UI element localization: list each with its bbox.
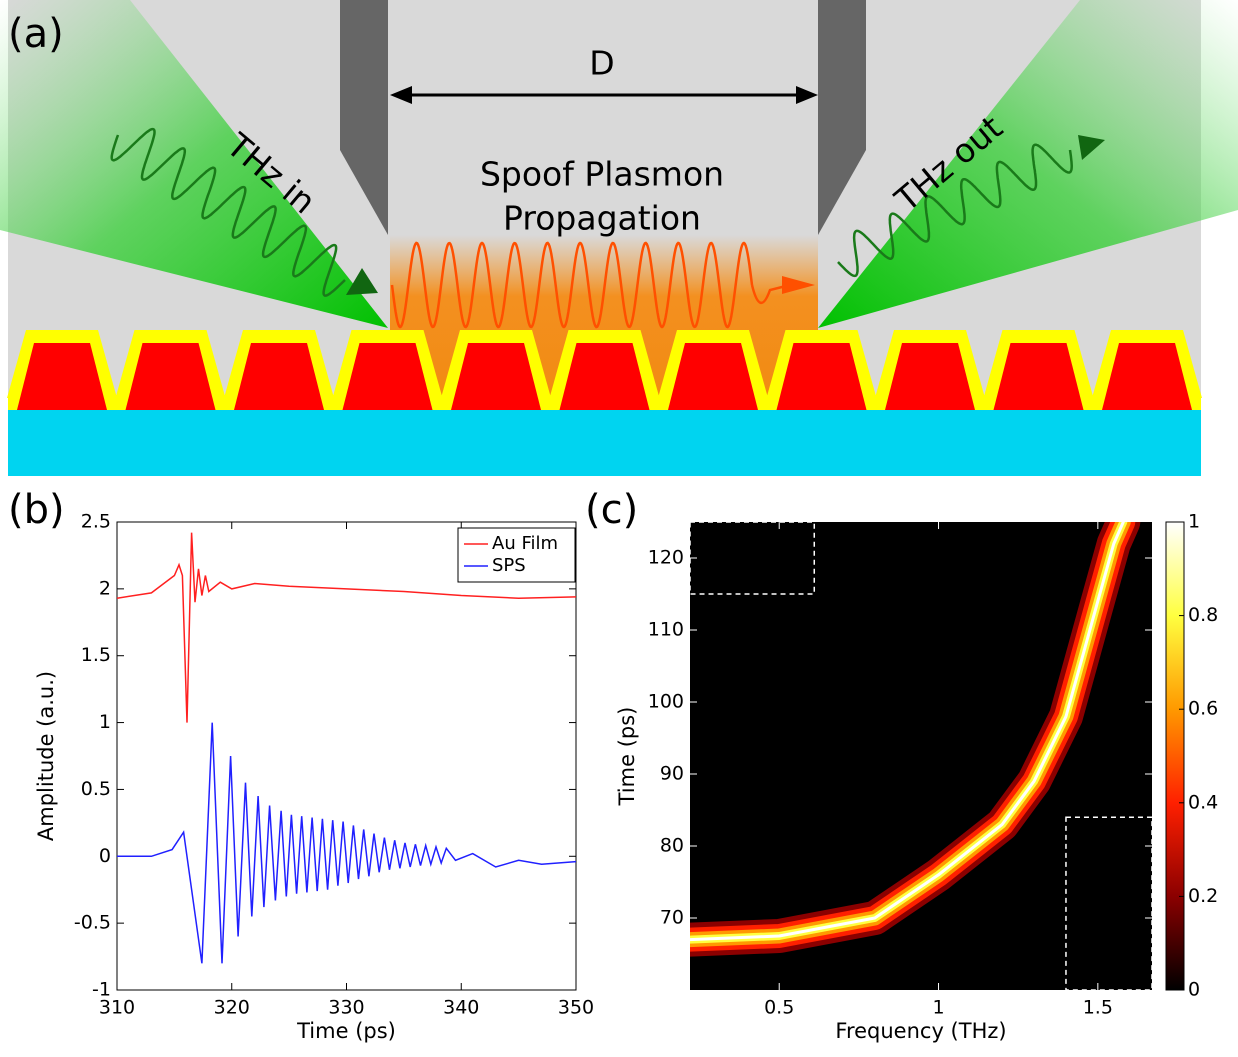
y-tick-label: 0 — [99, 845, 111, 867]
colorbar-tick-label: 0.6 — [1188, 698, 1218, 720]
y-tick-label: 80 — [660, 835, 684, 857]
caption: Propagation — [503, 199, 701, 238]
colorbar — [1166, 522, 1184, 990]
schematic: (a) D Spoof Plasmon Propagation THz in T… — [0, 0, 1238, 476]
plot-area — [117, 522, 576, 990]
panel-label: (b) — [8, 487, 65, 533]
y-axis-title: Time (ps) — [615, 707, 639, 807]
substrate — [8, 410, 1201, 476]
panel-label: (a) — [8, 11, 64, 57]
y-tick-label: 90 — [660, 763, 684, 785]
x-tick-label: 340 — [443, 997, 479, 1019]
y-tick-label: 110 — [648, 619, 684, 641]
colorbar-tick-label: 0.2 — [1188, 885, 1218, 907]
y-tick-label: 1 — [99, 711, 111, 733]
y-tick-label: -0.5 — [74, 912, 111, 934]
colorbar-tick-label: 0 — [1188, 979, 1200, 1001]
y-tick-label: 120 — [648, 547, 684, 569]
y-axis-title: Amplitude (a.u.) — [34, 671, 58, 841]
x-tick-label: 1 — [932, 997, 944, 1019]
y-tick-label: 100 — [648, 691, 684, 713]
x-tick-label: 0.5 — [764, 997, 794, 1019]
colorbar-tick-label: 1 — [1188, 511, 1200, 533]
y-tick-label: 2 — [99, 577, 111, 599]
y-tick-label: 1.5 — [81, 644, 111, 666]
colorbar-tick-label: 0.8 — [1188, 604, 1218, 626]
x-tick-label: 1.5 — [1083, 997, 1113, 1019]
x-tick-label: 330 — [328, 997, 364, 1019]
x-axis-title: Time (ps) — [296, 1019, 396, 1043]
colorbar-tick-label: 0.4 — [1188, 791, 1218, 813]
legend-label: SPS — [492, 555, 526, 576]
x-tick-label: 350 — [558, 997, 594, 1019]
figure: (a) D Spoof Plasmon Propagation THz in T… — [0, 0, 1238, 1057]
distance-label: D — [589, 44, 614, 83]
y-tick-label: 0.5 — [81, 778, 111, 800]
x-tick-label: 320 — [214, 997, 250, 1019]
x-axis-title: Frequency (THz) — [835, 1019, 1006, 1043]
panel-label: (c) — [585, 487, 638, 533]
y-tick-label: 2.5 — [81, 511, 111, 533]
legend-label: Au Film — [492, 533, 558, 554]
caption: Spoof Plasmon — [480, 155, 724, 194]
y-tick-label: -1 — [92, 979, 111, 1001]
y-tick-label: 70 — [660, 907, 684, 929]
